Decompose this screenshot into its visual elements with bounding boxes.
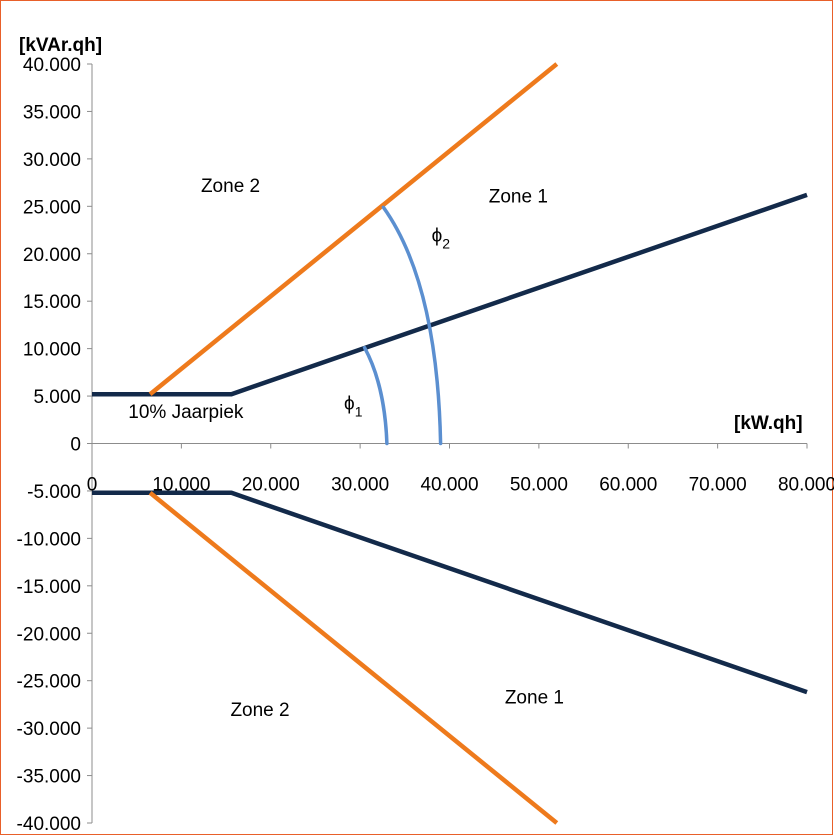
y-tick-label: 10.000: [23, 340, 81, 361]
y-tick-label: -5.000: [27, 482, 81, 503]
y-tick-label: 25.000: [23, 197, 81, 218]
y-tick-label: -40.000: [17, 814, 81, 835]
series-line-2: [92, 490, 808, 695]
x-tick-label: 30.000: [331, 475, 389, 496]
tick-labels: 40.00035.00030.00025.00020.00015.00010.0…: [17, 55, 834, 835]
y-tick-label: -25.000: [17, 672, 81, 693]
y-tick-label: 0: [70, 435, 81, 456]
phi-label: ϕ1: [344, 393, 363, 419]
x-tick-label: 80.000: [778, 475, 834, 496]
y-tick-label: 30.000: [23, 150, 81, 171]
series-lines: [92, 62, 808, 825]
x-tick-label: 20.000: [242, 475, 300, 496]
annotation-label: Zone 1: [489, 187, 548, 208]
x-tick-label: 50.000: [510, 475, 568, 496]
phi-symbol: ϕ: [432, 225, 443, 246]
y-tick-label: -20.000: [17, 624, 81, 645]
angle-arc-1: [362, 345, 389, 446]
y-tick-label: 15.000: [23, 292, 81, 313]
y-tick-label: 5.000: [33, 387, 81, 408]
series-line-3: [148, 62, 559, 396]
y-tick-label: -10.000: [17, 529, 81, 550]
axes: [87, 63, 808, 824]
series-line-1: [92, 192, 808, 397]
y-tick-label: 40.000: [23, 55, 81, 76]
y-axis-label: [kVAr.qh]: [19, 35, 102, 56]
phi-subscript: 1: [355, 403, 363, 419]
phi-label: ϕ2: [432, 225, 451, 251]
y-tick-label: -30.000: [17, 719, 81, 740]
series-line-4: [148, 491, 559, 825]
phi-subscript: 2: [442, 235, 450, 251]
y-tick-label: 35.000: [23, 102, 81, 123]
x-tick-label: 70.000: [689, 475, 747, 496]
x-tick-label: 40.000: [420, 475, 478, 496]
phi-symbol: ϕ: [344, 393, 355, 414]
annotation-label: 10% Jaarpiek: [128, 402, 244, 423]
x-tick-label: 60.000: [599, 475, 657, 496]
annotation-label: Zone 2: [230, 700, 289, 721]
y-tick-label: -15.000: [17, 577, 81, 598]
annotation-label: Zone 1: [505, 687, 564, 708]
x-axis-label: [kW.qh]: [734, 413, 803, 434]
annotation-label: Zone 2: [201, 176, 260, 197]
angle-arc-2: [381, 205, 443, 446]
angle-arcs: [362, 205, 443, 446]
x-tick-label: 0: [87, 475, 98, 496]
y-tick-label: -35.000: [17, 767, 81, 788]
x-tick-label: 10.000: [152, 475, 210, 496]
y-tick-label: 20.000: [23, 245, 81, 266]
